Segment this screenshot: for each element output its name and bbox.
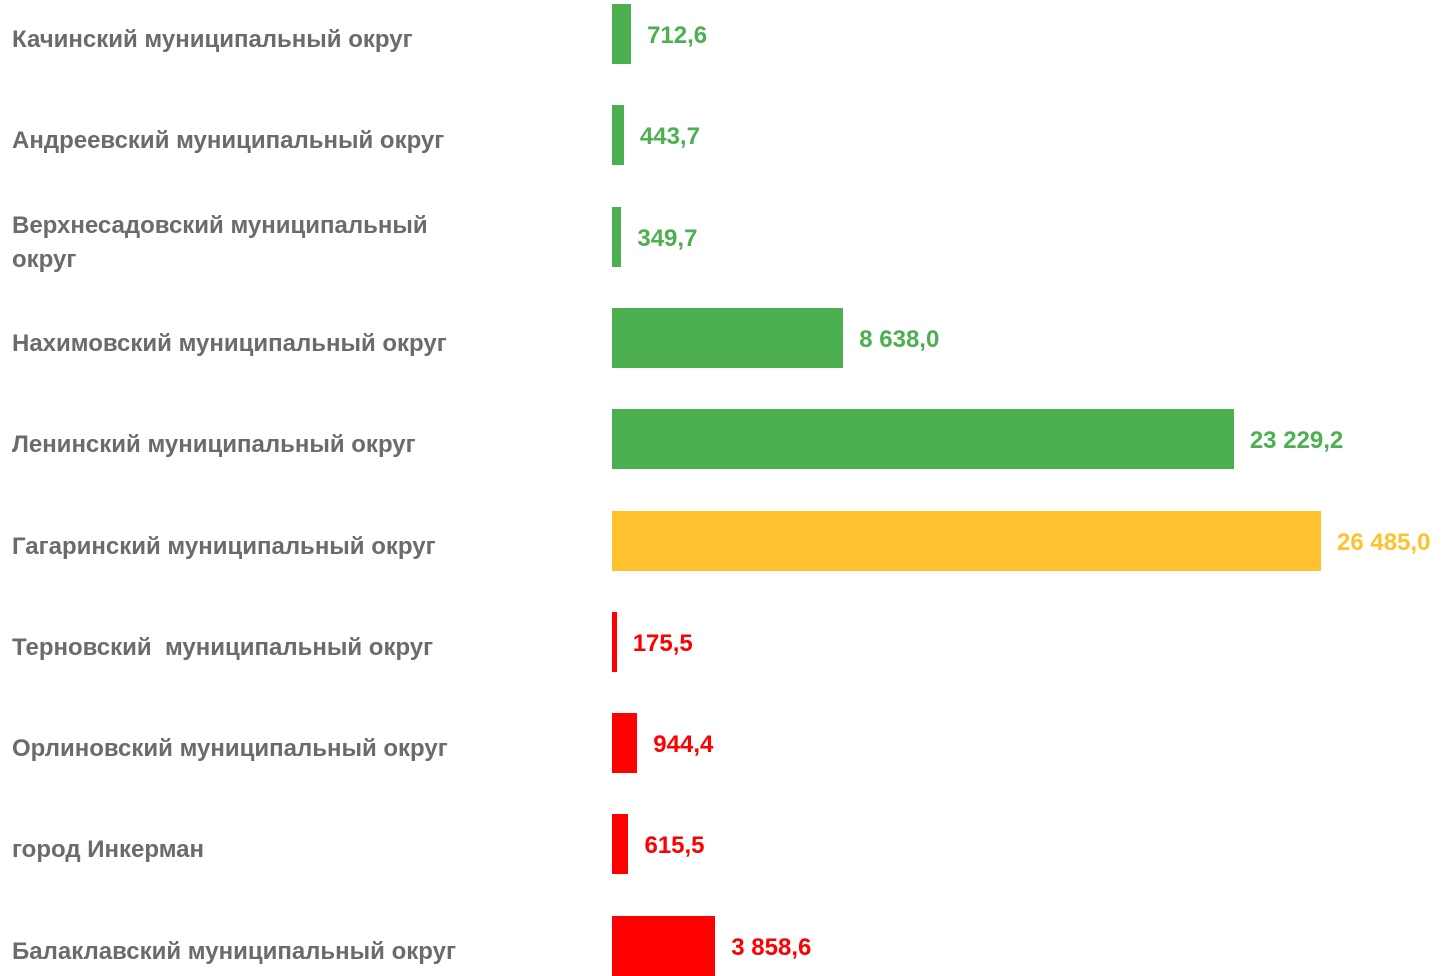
value-label: 349,7: [637, 224, 698, 252]
bar: [612, 307, 844, 368]
category-label: Орлиновский муниципальный округ: [12, 735, 448, 763]
category-label: Ленинский муниципальный округ: [12, 431, 416, 459]
category-label: Верхнесадовский муниципальный округ: [12, 211, 435, 273]
category-label: Терновский муниципальный округ: [12, 633, 434, 661]
value-label: 712,6: [647, 22, 708, 49]
bar: [612, 510, 1321, 571]
value-label: 615,5: [644, 832, 705, 860]
bar: [612, 105, 624, 166]
value-label: 26 485,0: [1337, 528, 1431, 556]
bar: [612, 206, 622, 267]
category-label: Нахимовский муниципальный округ: [12, 329, 447, 357]
value-label: 175,5: [632, 629, 693, 657]
bar: [612, 713, 638, 774]
value-label: 8 638,0: [859, 325, 940, 353]
bar: [612, 409, 1234, 470]
bar: [612, 814, 629, 875]
category-label: город Инкерман: [12, 836, 204, 864]
value-label: 944,4: [653, 731, 714, 759]
category-label: Гагаринский муниципальный округ: [12, 532, 436, 560]
bar: [612, 4, 632, 64]
category-label: Балаклавский муниципальный округ: [12, 937, 456, 965]
category-label: Качинский муниципальный округ: [12, 26, 413, 53]
value-label: 3 858,6: [731, 933, 812, 961]
value-label: 443,7: [639, 123, 700, 151]
bar: [612, 611, 617, 672]
value-label: 23 229,2: [1249, 427, 1344, 455]
bar: [612, 915, 716, 976]
category-label: Андреевский муниципальный округ: [12, 127, 445, 155]
